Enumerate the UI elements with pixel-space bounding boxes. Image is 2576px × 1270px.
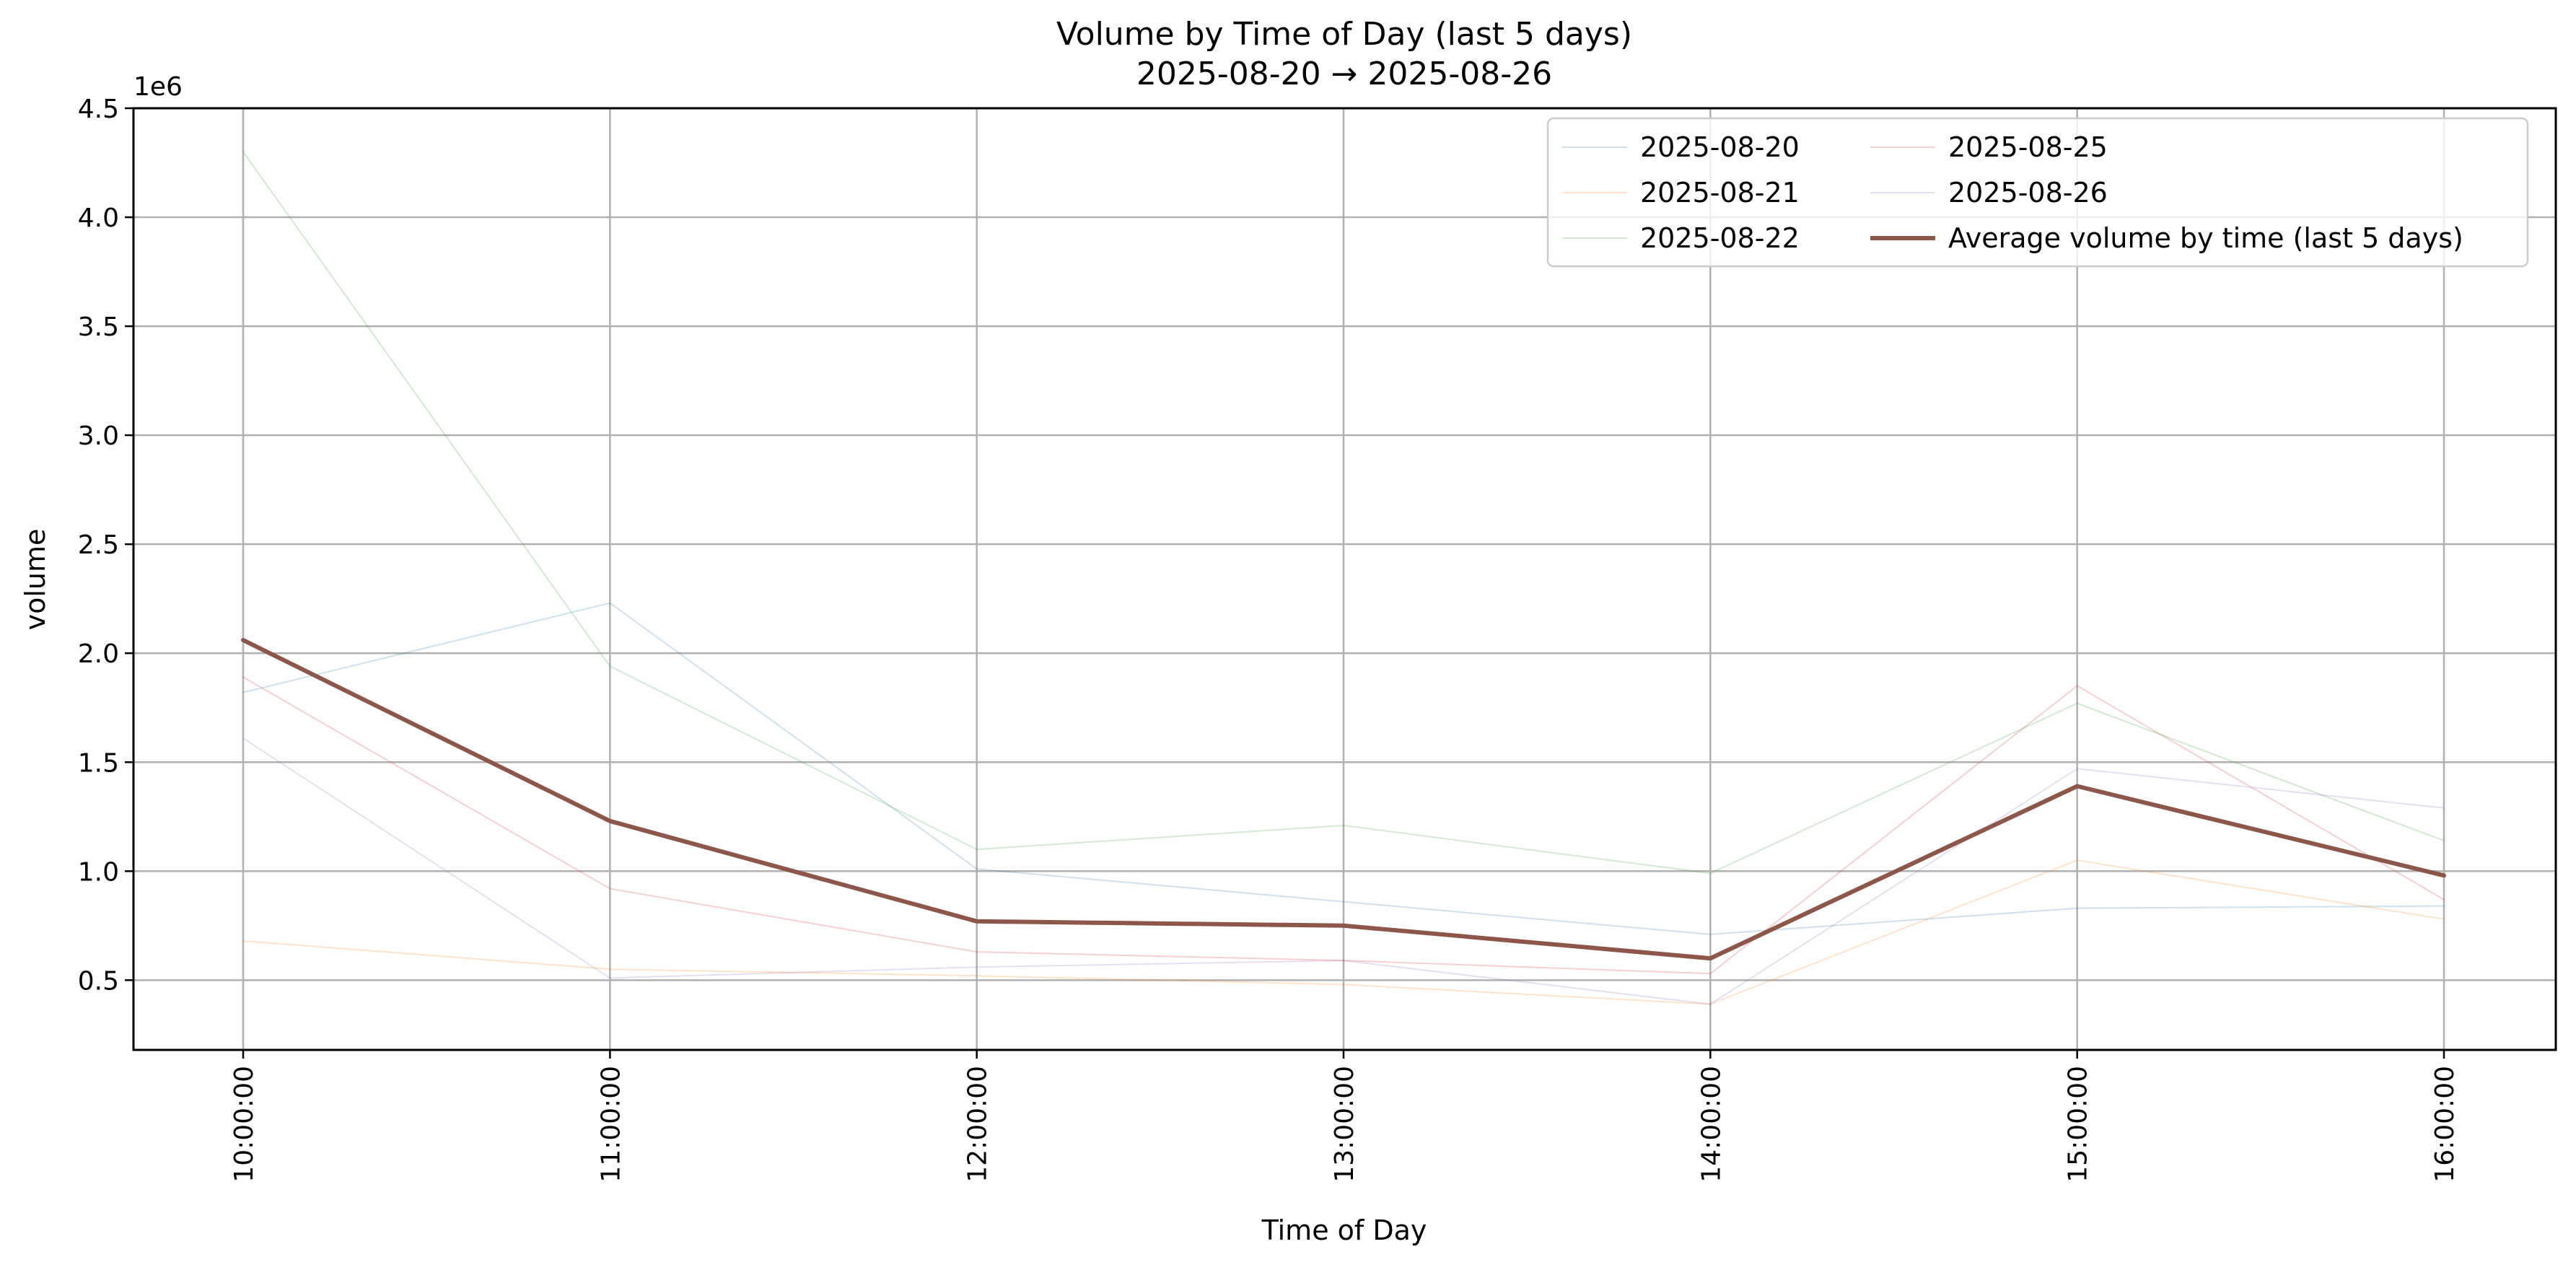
legend-box: [1546, 117, 2529, 268]
chart-title: Volume by Time of Day (last 5 days): [1056, 16, 1632, 53]
x-tick-label: 14:00:00: [1696, 1066, 1726, 1183]
x-axis-label: Time of Day: [1261, 1214, 1427, 1246]
y-tick-label: 3.5: [78, 312, 119, 342]
legend-label-4: 2025-08-26: [1948, 177, 2108, 209]
x-tick-label: 10:00:00: [229, 1066, 259, 1183]
y-tick-label: 2.0: [78, 639, 119, 669]
y-tick-label: 1.0: [78, 857, 119, 887]
plot-area-frame: [132, 107, 2557, 1051]
chart-subtitle: 2025-08-20 → 2025-08-26: [1136, 56, 1552, 92]
series-line-2: [242, 151, 2445, 875]
series-line-3: [242, 676, 2445, 975]
y-tick-label: 4.0: [78, 203, 119, 233]
series-line-5: [241, 638, 2446, 961]
legend-label-2: 2025-08-22: [1640, 222, 1800, 254]
y-tick-label: 3.0: [78, 421, 119, 451]
series-line-1: [242, 859, 2445, 1005]
gridlines: [133, 107, 2556, 1050]
y-axis-label: volume: [19, 529, 51, 631]
x-tick-label: 12:00:00: [963, 1066, 993, 1183]
x-tick-label: 15:00:00: [2064, 1066, 2093, 1183]
legend: 2025-08-20 2025-08-21 2025-08-22 2025-08-25…: [1546, 117, 2529, 268]
x-tick-label: 13:00:00: [1330, 1066, 1359, 1183]
legend-label-0: 2025-08-20: [1640, 131, 1800, 163]
legend-label-1: 2025-08-21: [1640, 177, 1800, 209]
y-tick-label: 4.5: [78, 95, 119, 124]
series-line-0: [242, 602, 2445, 935]
legend-label-5: Average volume by time (last 5 days): [1948, 222, 2463, 254]
series-line-4: [242, 737, 2445, 1005]
y-tick-label: 1.5: [78, 748, 119, 778]
x-tick-label: 16:00:00: [2430, 1066, 2460, 1183]
y-offset-label: 1e6: [133, 72, 183, 102]
series-lines: [241, 151, 2446, 1005]
x-axis-ticks: 10:00:00 11:00:00 12:00:00 13:00:00 14:00:00…: [229, 1050, 2460, 1183]
y-tick-label: 0.5: [78, 966, 119, 996]
x-tick-label: 11:00:00: [596, 1066, 626, 1183]
legend-label-3: 2025-08-25: [1948, 131, 2108, 163]
y-tick-label: 2.5: [78, 530, 119, 560]
y-axis-ticks: 0.5 1.0 1.5 2.0 2.5 3.0 3.5 4.0 4.5: [78, 95, 133, 996]
